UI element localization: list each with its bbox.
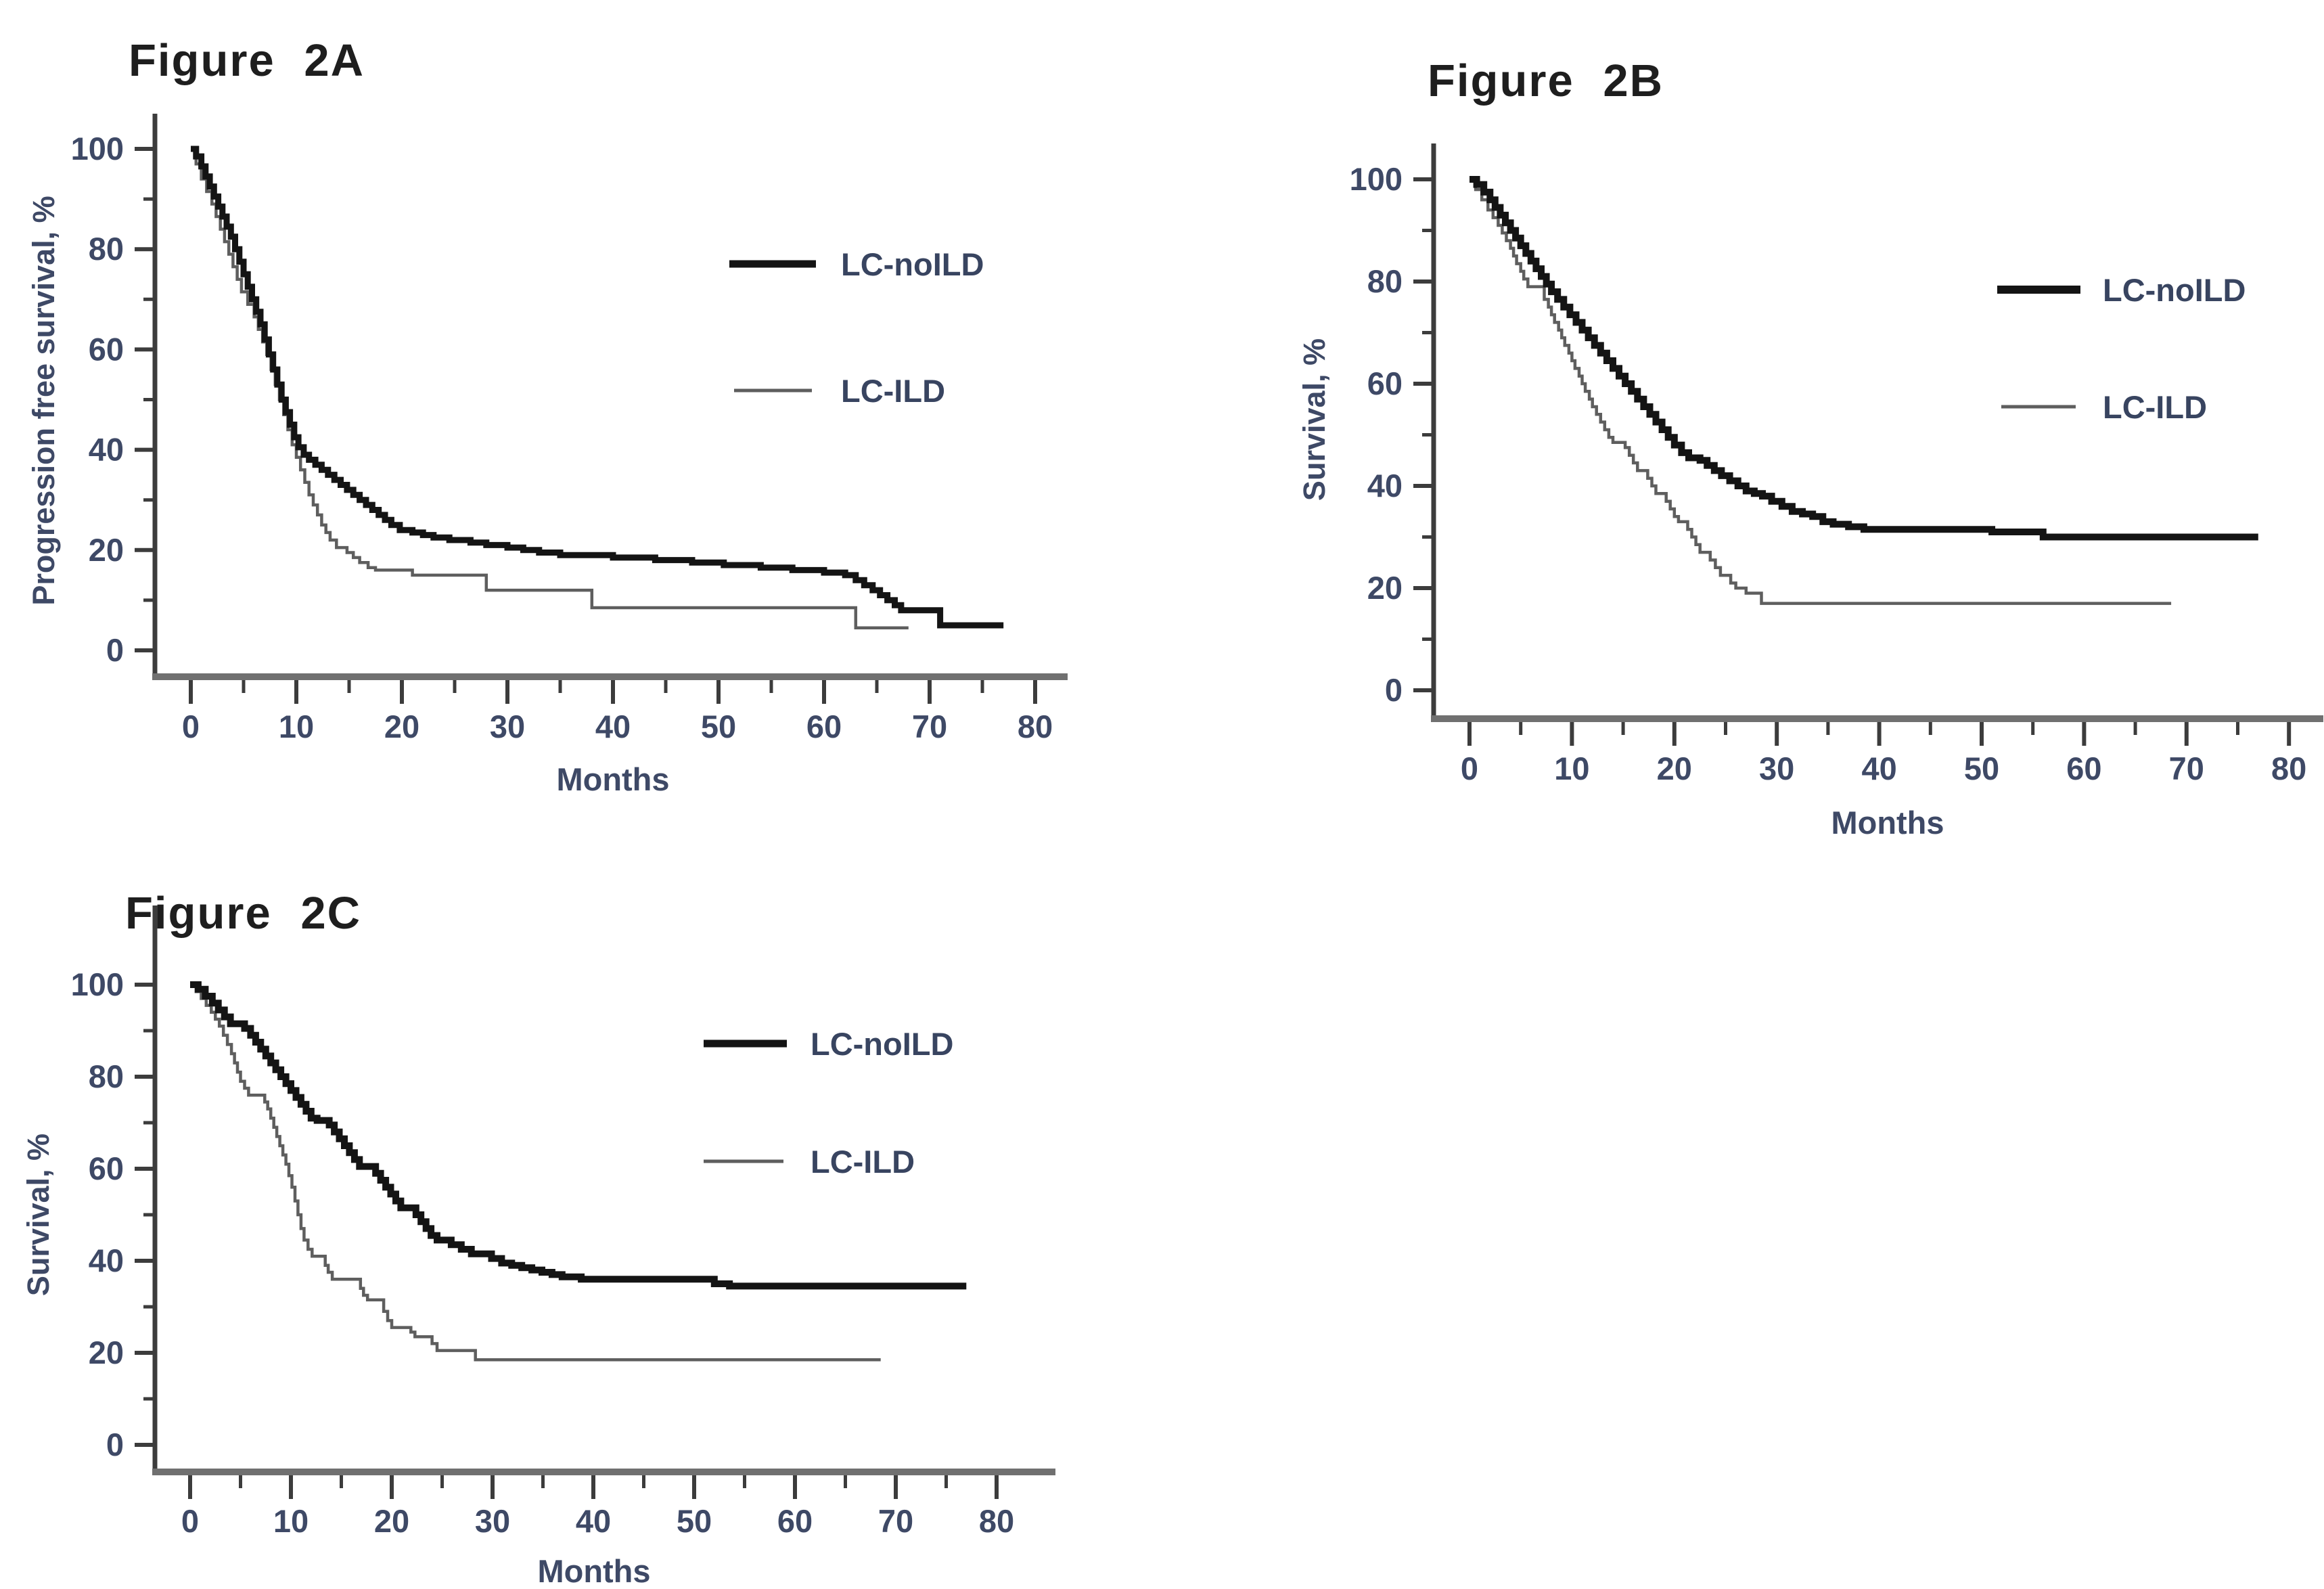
y-tick-label: 40 xyxy=(89,432,124,468)
km-curve-lc-noild xyxy=(1469,176,2258,541)
y-tick-label: 60 xyxy=(1367,365,1403,401)
y-tick-label: 100 xyxy=(71,966,124,1002)
chart-figure-2b: 0 20 40 60 80 100 0 10 20 30 40 50 60 70 80 xyxy=(1350,143,2323,786)
x-tick-label: 60 xyxy=(806,709,842,744)
x-tick-label: 40 xyxy=(1861,751,1896,786)
y-tick-label: 100 xyxy=(1350,161,1403,197)
legend-label-lc-ild: LC-ILD xyxy=(841,373,945,409)
x-tick-label: 30 xyxy=(490,709,525,744)
figure-2a-y-axis-label: Progression free survival, % xyxy=(26,196,61,605)
figure-2b-x-axis-label: Months xyxy=(1831,805,1944,841)
figure-2a-x-axis-label: Months xyxy=(556,761,669,797)
x-tick-label: 50 xyxy=(1964,751,1999,786)
y-tick-label: 20 xyxy=(89,1335,124,1370)
x-tick-label: 60 xyxy=(777,1503,813,1539)
figure-2c-y-axis-label: Survival, % xyxy=(21,1134,55,1296)
legend-label-lc-ild: LC-ILD xyxy=(2103,389,2207,425)
legend-label-lc-noild: LC-noILD xyxy=(811,1026,953,1062)
x-tick-label: 20 xyxy=(1657,751,1692,786)
y-tick-label: 20 xyxy=(89,532,124,568)
legend-label-lc-ild: LC-ILD xyxy=(811,1144,915,1180)
y-tick-label: 80 xyxy=(1367,263,1403,299)
x-tick-label: 0 xyxy=(181,1503,199,1539)
x-tick-label: 70 xyxy=(2169,751,2204,786)
x-tick-label: 10 xyxy=(1554,751,1589,786)
x-tick-label: 10 xyxy=(273,1503,309,1539)
legend-label-lc-noild: LC-noILD xyxy=(2103,272,2246,308)
y-tick-label: 0 xyxy=(1385,672,1403,708)
y-tick-label: 40 xyxy=(1367,468,1403,503)
x-tick-label: 80 xyxy=(2271,751,2306,786)
y-tick-label: 100 xyxy=(71,131,124,166)
legend-label-lc-noild: LC-noILD xyxy=(841,246,984,282)
x-tick-label: 30 xyxy=(1759,751,1794,786)
x-tick-label: 70 xyxy=(878,1503,913,1539)
km-curve-lc-ild xyxy=(1469,177,2172,605)
km-curve-lc-noild xyxy=(190,981,967,1290)
x-tick-label: 0 xyxy=(182,709,200,744)
x-tick-label: 60 xyxy=(2066,751,2101,786)
x-tick-label: 50 xyxy=(701,709,736,744)
x-tick-label: 10 xyxy=(279,709,314,744)
km-curve-lc-ild xyxy=(191,147,909,629)
chart-figure-2c: 0 20 40 60 80 100 0 10 20 30 40 50 60 70 80 xyxy=(71,905,1055,1539)
figure-2b-title: Figure 2B xyxy=(1428,55,1664,106)
x-tick-label: 40 xyxy=(576,1503,611,1539)
figure-2a-legend: LC-noILD LC-ILD xyxy=(729,246,984,409)
y-tick-label: 60 xyxy=(89,331,124,367)
figure-2a-title: Figure 2A xyxy=(129,35,365,86)
x-tick-label: 40 xyxy=(595,709,631,744)
x-tick-label: 80 xyxy=(1018,709,1053,744)
km-curve-lc-noild xyxy=(191,146,1004,629)
x-tick-label: 0 xyxy=(1461,751,1478,786)
y-tick-label: 80 xyxy=(89,1058,124,1094)
x-tick-label: 50 xyxy=(677,1503,712,1539)
chart-figure-2a: 0 20 40 60 80 100 0 10 20 30 40 50 60 70 80 xyxy=(71,114,1068,744)
y-tick-label: 20 xyxy=(1367,570,1403,606)
x-tick-label: 20 xyxy=(384,709,419,744)
figure-2b-legend: LC-noILD LC-ILD xyxy=(1997,272,2246,425)
y-tick-label: 40 xyxy=(89,1243,124,1278)
figure-2c-legend: LC-noILD LC-ILD xyxy=(704,1026,953,1180)
km-curve-lc-ild xyxy=(190,983,881,1362)
y-tick-label: 0 xyxy=(106,1427,124,1462)
y-tick-label: 0 xyxy=(106,632,124,668)
figure-2b-y-axis-label: Survival, % xyxy=(1297,338,1331,501)
x-tick-label: 20 xyxy=(374,1503,409,1539)
figure-2c-title: Figure 2C xyxy=(125,888,361,939)
y-tick-label: 80 xyxy=(89,231,124,267)
y-tick-label: 60 xyxy=(89,1150,124,1186)
x-tick-label: 70 xyxy=(912,709,947,744)
x-tick-label: 30 xyxy=(475,1503,510,1539)
figure-2c-x-axis-label: Months xyxy=(537,1553,650,1589)
x-tick-label: 80 xyxy=(979,1503,1014,1539)
